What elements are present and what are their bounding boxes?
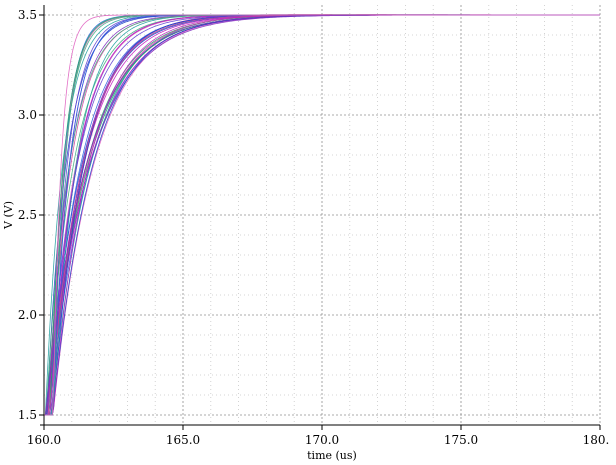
y-tick-label: 3.0: [18, 108, 37, 122]
y-axis-label: V (V): [2, 201, 15, 230]
x-axis-label: time (us): [307, 449, 357, 462]
series-line: [44, 14, 600, 416]
x-tick-label: 170.0: [305, 433, 339, 447]
plot-tick-labels: 160.0 165.0 170.0 175.0 180. 1.5 2.0 2.5 3.0 3.5: [18, 8, 609, 447]
x-tick-label: 180.: [583, 433, 610, 447]
x-tick-label: 160.0: [27, 433, 61, 447]
y-tick-label: 1.5: [18, 408, 37, 422]
x-tick-label: 165.0: [166, 433, 200, 447]
x-tick-label: 175.0: [444, 433, 478, 447]
plot-grid: [43, 5, 601, 425]
y-tick-label: 3.5: [18, 8, 37, 22]
plot-series-group: [44, 14, 600, 416]
y-tick-label: 2.0: [18, 308, 37, 322]
y-tick-label: 2.5: [18, 208, 37, 222]
plot-axes: [39, 5, 601, 430]
